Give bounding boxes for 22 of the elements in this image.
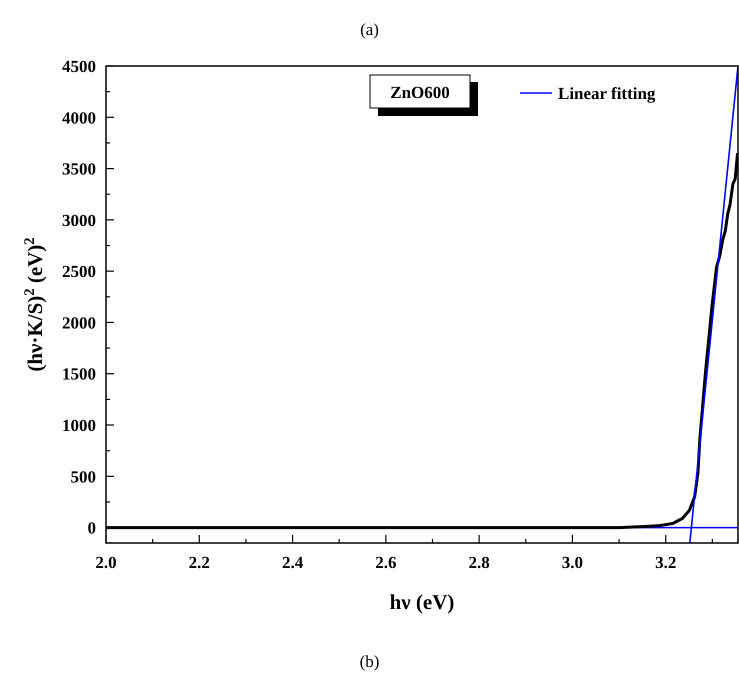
y-tick-label: 2500 bbox=[62, 262, 96, 282]
y-tick-label: 3000 bbox=[62, 210, 96, 230]
y-tick-label: 1500 bbox=[62, 364, 96, 384]
y-tick-label: 4500 bbox=[62, 57, 96, 76]
x-tick-label: 2.6 bbox=[375, 553, 396, 572]
y-tick-label: 1000 bbox=[62, 416, 96, 436]
x-tick-label: 2.4 bbox=[282, 553, 304, 572]
text: (b) bbox=[360, 652, 380, 671]
x-tick-label: 3.0 bbox=[562, 553, 584, 572]
y-tick-label: 2000 bbox=[62, 313, 96, 332]
x-tick-label: 3.2 bbox=[655, 553, 676, 572]
x-tick-label: 2.8 bbox=[468, 553, 490, 572]
x-axis-title: hν (eV) bbox=[390, 590, 454, 614]
y-tick-label: 500 bbox=[70, 467, 96, 486]
x-tick-label: 2.0 bbox=[95, 553, 117, 572]
annotation: ZnO600 bbox=[390, 83, 450, 102]
x-tick-label: 2.2 bbox=[188, 553, 210, 572]
y-tick-label: 0 bbox=[88, 518, 96, 538]
y-tick-label: 4000 bbox=[62, 108, 96, 128]
text: (a) bbox=[360, 20, 379, 39]
legend-label: Linear fitting bbox=[558, 84, 656, 103]
y-tick-label: 3500 bbox=[62, 160, 96, 179]
